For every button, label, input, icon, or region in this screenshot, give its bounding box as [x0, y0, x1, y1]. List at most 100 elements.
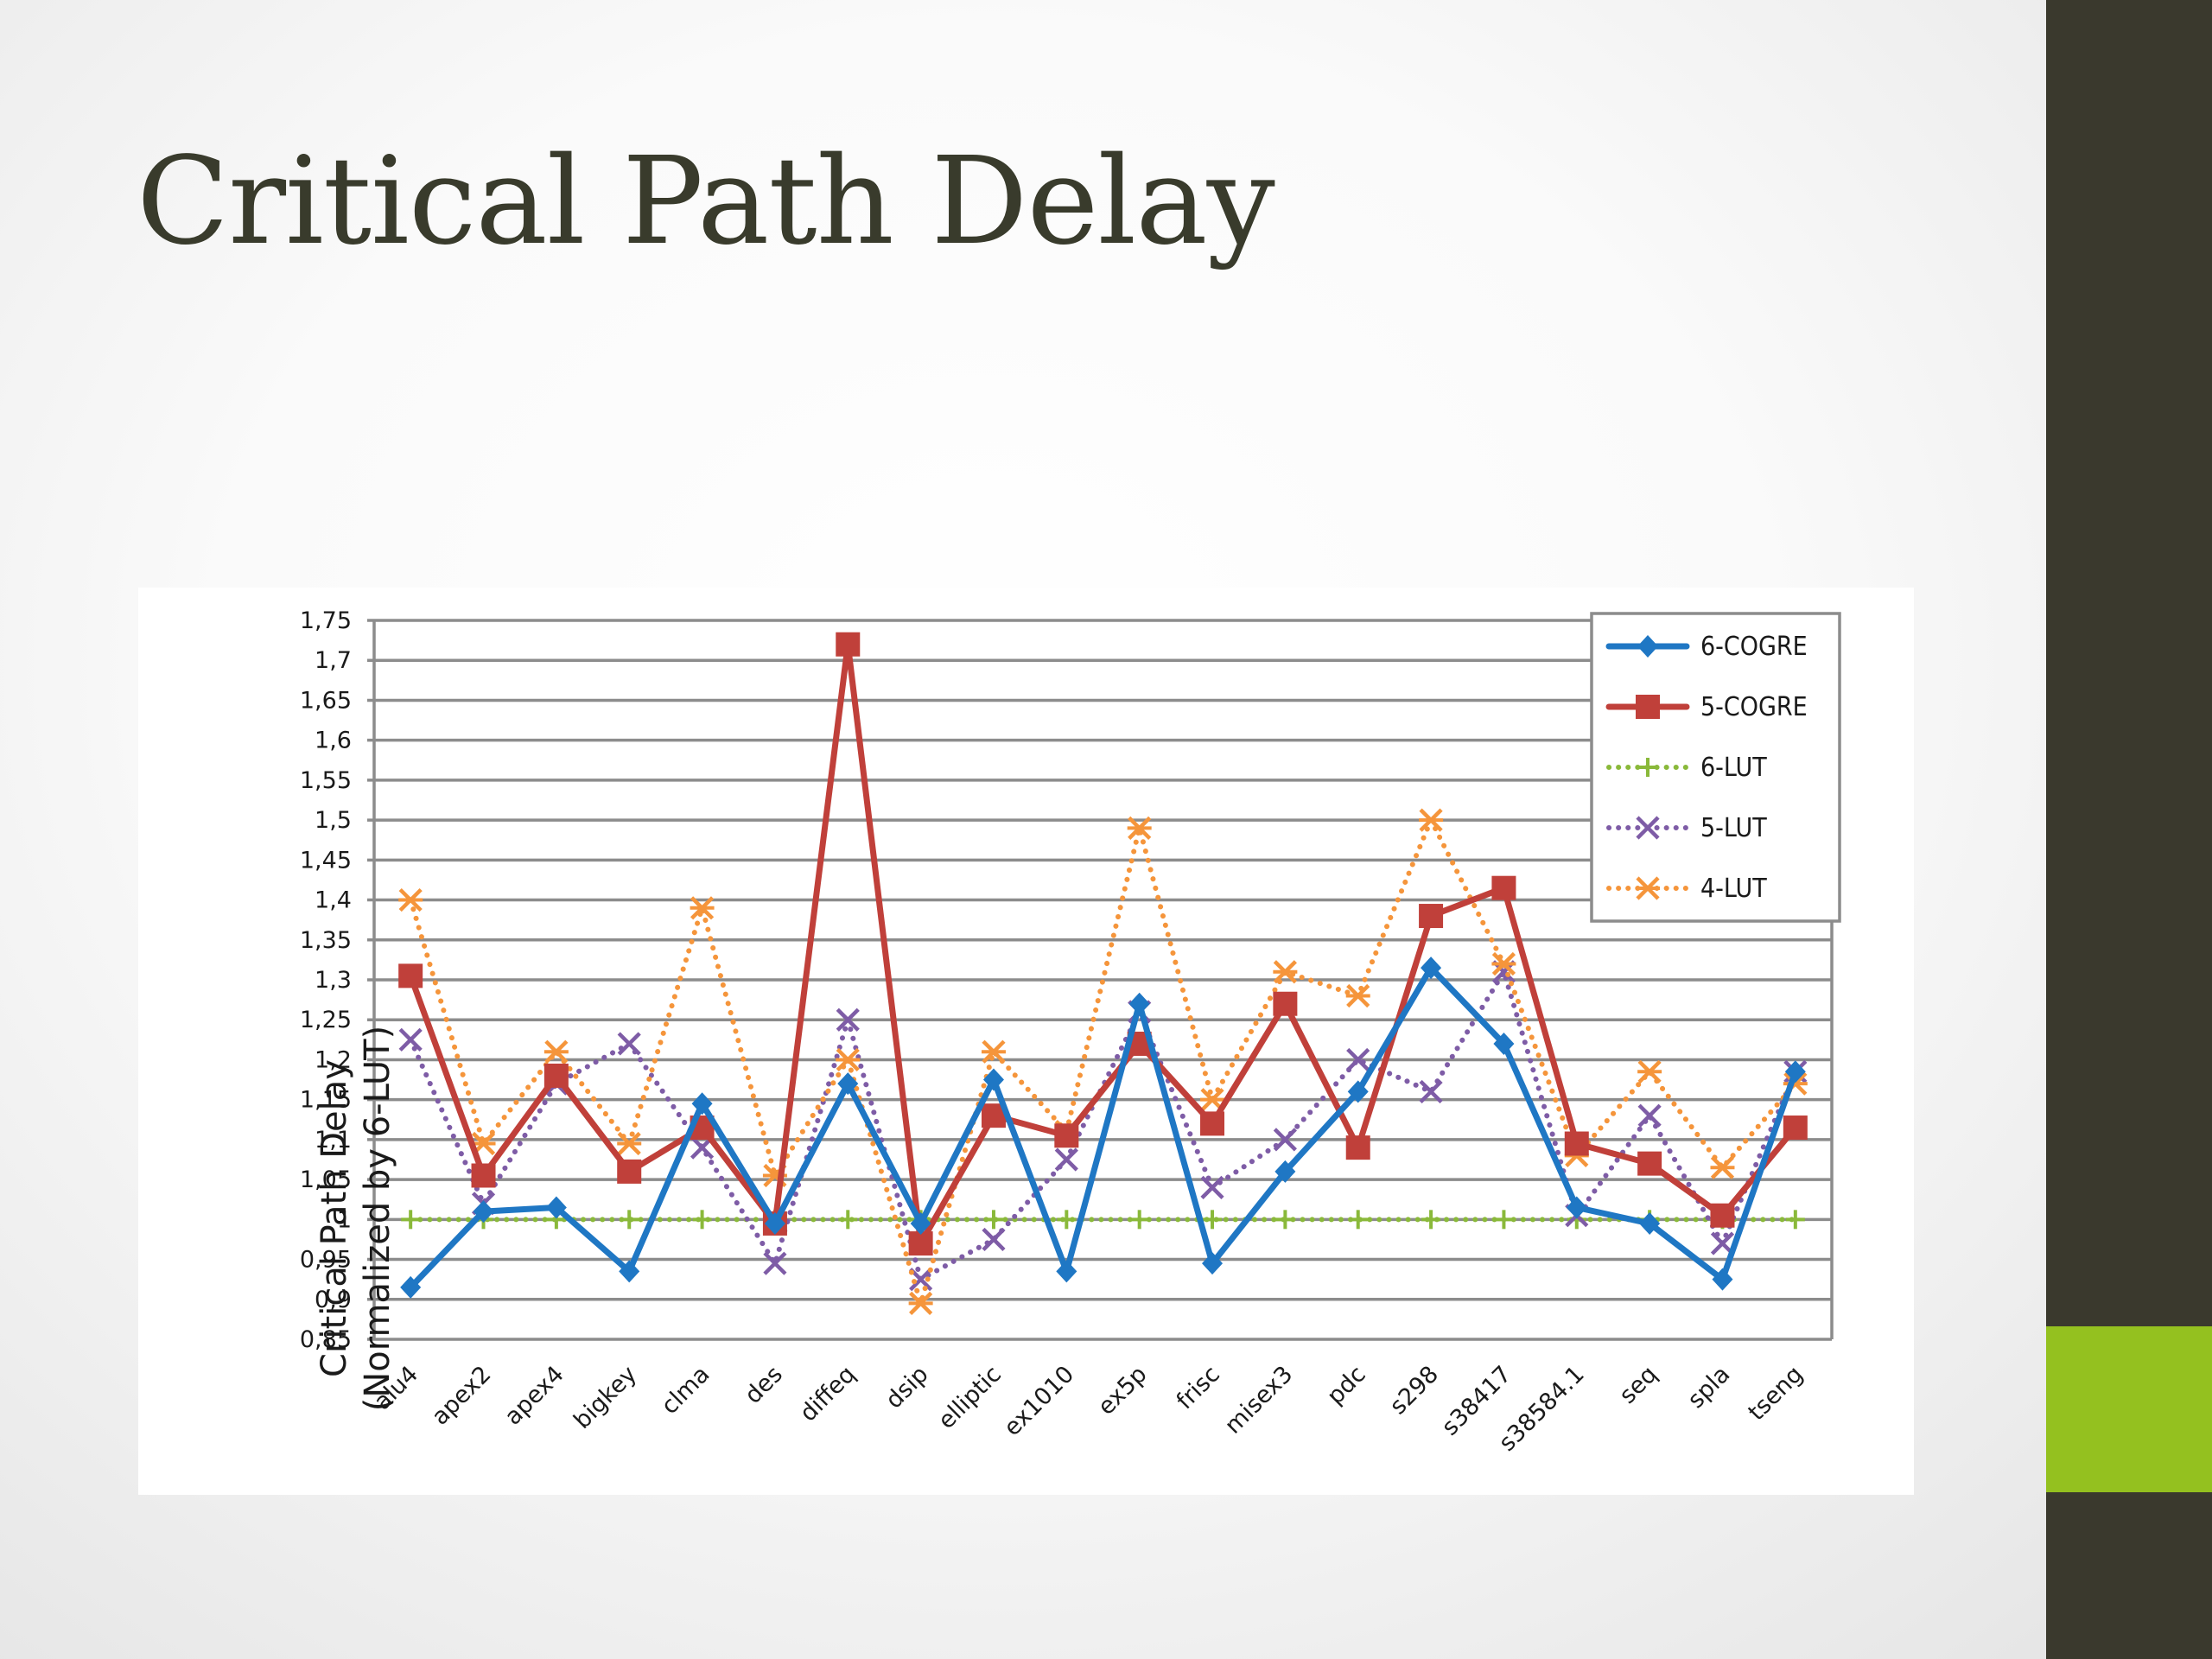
x-tick-label: tseng — [1743, 1361, 1808, 1426]
data-point-5-cogre — [1564, 1131, 1589, 1156]
data-point-5-lut — [1200, 1175, 1224, 1199]
data-point-5-cogre — [1273, 991, 1298, 1016]
data-point-4-lut — [1419, 808, 1444, 832]
data-point-6-cogre — [1128, 992, 1150, 1015]
data-point-5-cogre — [543, 1063, 569, 1088]
x-tick-label: frisc — [1172, 1361, 1225, 1414]
data-point-5-cogre — [1054, 1123, 1079, 1148]
sidebar-accent-block — [2046, 1326, 2212, 1492]
data-point-4-lut — [543, 1039, 569, 1064]
data-point-6-lut — [1494, 1210, 1514, 1230]
x-tick-label: clma — [656, 1361, 715, 1420]
x-tick-label: diffeq — [795, 1361, 861, 1427]
data-point-6-cogre — [473, 1200, 494, 1224]
y-axis-title-line1: Critical Path Delay — [315, 1059, 354, 1377]
data-point-5-cogre — [471, 1163, 496, 1188]
data-point-4-lut — [690, 896, 715, 920]
series-layer — [398, 632, 1808, 1315]
y-tick-label: 1,55 — [300, 767, 352, 794]
data-point-6-lut — [1275, 1210, 1295, 1230]
legend-label-4-lut: 4-LUT — [1700, 874, 1767, 904]
data-point-4-lut — [617, 1131, 642, 1156]
legend-box — [1590, 612, 1841, 923]
y-tick-label: 1,4 — [315, 887, 352, 914]
data-point-6-lut — [1203, 1210, 1223, 1230]
data-point-6-cogre — [545, 1196, 567, 1219]
data-point-4-lut — [836, 1047, 861, 1072]
y-tick-label: 1,75 — [300, 607, 352, 634]
data-point-6-cogre — [691, 1092, 713, 1116]
y-tick-labels: 0,85 0,9 0,95 1 1,05 1,1 1,15 1,2 1,25 1,3 1,35 1,4… — [300, 607, 352, 1353]
legend-marker-6-cogre — [1637, 635, 1658, 658]
data-point-6-cogre — [910, 1211, 931, 1235]
data-point-6-cogre — [837, 1072, 859, 1096]
data-point-6-cogre — [1639, 1211, 1661, 1235]
y-tick-label: 0,9 — [315, 1287, 352, 1313]
data-point-4-lut — [908, 1291, 933, 1315]
legend-label-5-lut: 5-LUT — [1700, 813, 1767, 843]
y-tick-label: 0,85 — [300, 1326, 352, 1353]
data-point-5-lut — [1346, 1047, 1370, 1072]
data-point-6-cogre — [1202, 1252, 1224, 1275]
line-chart: 0,85 0,9 0,95 1 1,05 1,1 1,15 1,2 1,25 1,3 1,35 1,4… — [300, 607, 1841, 1457]
data-point-5-lut — [836, 1007, 860, 1032]
data-point-6-cogre — [1347, 1080, 1369, 1103]
data-point-5-lut — [1054, 1147, 1078, 1172]
x-tick-label: spla — [1682, 1361, 1735, 1414]
data-point-4-lut — [1637, 1059, 1662, 1084]
data-point-5-cogre — [1419, 904, 1444, 929]
data-point-5-cogre — [1637, 1151, 1662, 1176]
legend-label-6-lut: 6-LUT — [1700, 753, 1767, 783]
data-point-5-cogre — [1710, 1203, 1735, 1228]
data-point-4-lut — [1491, 951, 1516, 976]
y-tick-label: 1,15 — [300, 1087, 352, 1114]
x-tick-label: apex4 — [499, 1361, 569, 1431]
data-point-5-lut — [1637, 1103, 1662, 1128]
legend-marker-6-lut — [1638, 758, 1657, 777]
y-axis-title-line2: (Normalized by 6-LUT) — [358, 1026, 397, 1411]
data-point-6-cogre — [982, 1068, 1004, 1091]
y-tick-label: 1,65 — [300, 687, 352, 714]
y-tick-label: 1,45 — [300, 847, 352, 874]
data-point-6-lut — [1129, 1210, 1149, 1230]
data-point-6-lut — [1057, 1210, 1077, 1230]
data-point-5-lut — [398, 1027, 423, 1052]
x-tick-label: pdc — [1322, 1361, 1371, 1410]
y-tick-label: 1,35 — [300, 927, 352, 954]
x-tick-label: s298 — [1385, 1361, 1444, 1420]
y-tick-label: 1,5 — [315, 807, 352, 834]
x-tick-label: dsip — [880, 1361, 933, 1414]
y-tick-label: 1,6 — [315, 728, 352, 754]
x-tick-label: misex3 — [1220, 1361, 1299, 1440]
series-line-5-cogre — [407, 641, 1799, 1247]
y-tick-label: 1,25 — [300, 1007, 352, 1033]
x-tick-label: seq — [1614, 1361, 1662, 1409]
legend-label-5-cogre: 5-COGRE — [1700, 692, 1808, 722]
x-tick-label: bigkey — [569, 1361, 642, 1434]
data-point-6-lut — [1348, 1210, 1368, 1230]
data-point-6-cogre — [619, 1260, 640, 1283]
data-point-5-cogre — [836, 632, 861, 657]
data-point-6-lut — [1421, 1210, 1441, 1230]
data-point-5-lut — [617, 1032, 641, 1056]
data-point-5-lut — [1710, 1231, 1735, 1255]
y-tick-label: 1 — [337, 1206, 352, 1233]
data-point-4-lut — [1345, 983, 1370, 1008]
data-point-6-cogre — [1493, 1032, 1515, 1055]
data-point-5-lut — [763, 1251, 787, 1275]
legend-label-6-cogre: 6-COGRE — [1700, 632, 1808, 662]
y-tick-label: 1,1 — [315, 1127, 352, 1154]
data-point-6-lut — [692, 1210, 712, 1230]
data-point-5-cogre — [908, 1231, 933, 1256]
data-point-6-cogre — [1421, 957, 1442, 980]
x-tick-label: ex5p — [1093, 1361, 1153, 1421]
y-tick-label: 1,05 — [300, 1166, 352, 1193]
legend-marker-5-lut — [1636, 816, 1660, 840]
slide-title: Critical Path Delay — [137, 131, 1275, 272]
data-point-6-cogre — [1274, 1160, 1296, 1183]
x-tick-label: des — [740, 1361, 788, 1409]
legend-marker-4-lut — [1636, 876, 1660, 900]
data-point-5-cogre — [1491, 875, 1516, 900]
data-point-5-cogre — [1783, 1116, 1808, 1141]
data-point-6-lut — [983, 1210, 1003, 1230]
